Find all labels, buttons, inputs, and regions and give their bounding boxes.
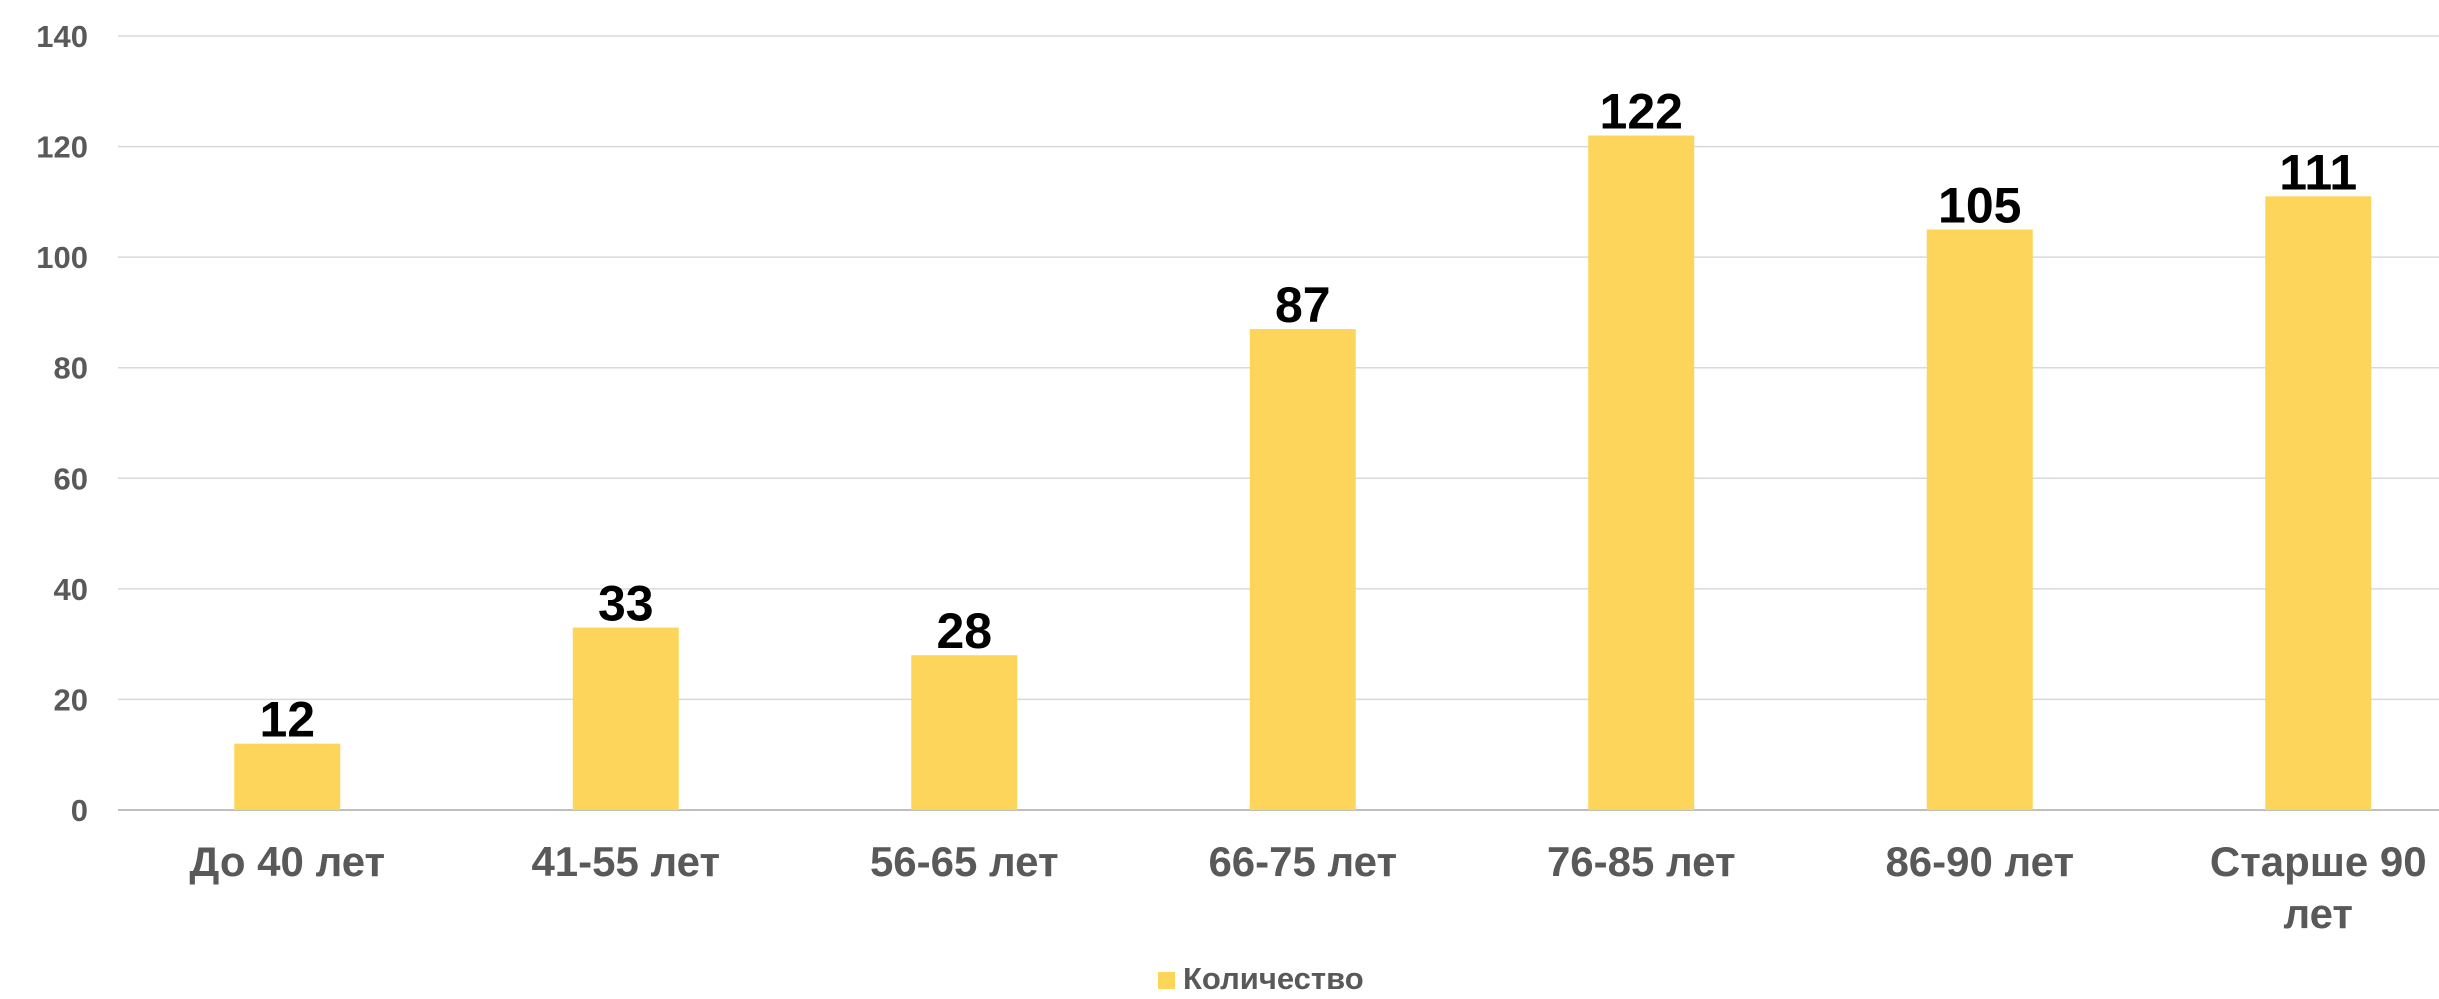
- y-tick-label: 40: [54, 572, 88, 607]
- bars: [234, 135, 2372, 811]
- y-axis-ticks: 0 20 40 60 80 100 120 140: [36, 19, 88, 828]
- data-label: 12: [259, 692, 315, 748]
- bar: [2265, 196, 2372, 811]
- x-tick-label: 66-75 лет: [1208, 838, 1397, 885]
- y-tick-label: 140: [36, 19, 88, 54]
- x-tick-label: 76-85 лет: [1547, 838, 1736, 885]
- bar: [1926, 229, 2033, 810]
- x-tick-label: 86-90 лет: [1885, 838, 2074, 885]
- data-label: 122: [1600, 84, 1683, 140]
- data-labels: 12 33 28 87 122 105 111: [259, 84, 2357, 748]
- data-label: 33: [598, 576, 654, 632]
- bar: [572, 627, 679, 810]
- bar: [234, 743, 341, 810]
- y-tick-label: 80: [54, 351, 88, 386]
- x-tick-label: лет: [2283, 890, 2353, 937]
- data-label: 111: [2279, 144, 2357, 200]
- y-tick-label: 100: [36, 240, 88, 275]
- data-label: 28: [936, 603, 992, 659]
- x-axis-ticks: До 40 лет 41-55 лет 56-65 лет 66-75 лет 76-8…: [189, 838, 2426, 937]
- x-tick-label: Старше 90: [2210, 838, 2427, 885]
- x-tick-label: 41-55 лет: [531, 838, 720, 885]
- y-tick-label: 60: [54, 461, 88, 496]
- bar: [911, 655, 1018, 810]
- legend-label: Количество: [1183, 961, 1364, 994]
- data-label: 87: [1275, 277, 1331, 333]
- y-tick-label: 20: [54, 682, 88, 717]
- legend: Количество: [1158, 961, 1364, 996]
- data-label: 105: [1938, 178, 2021, 234]
- bar: [1588, 135, 1695, 810]
- bar: [1249, 329, 1356, 810]
- y-tick-label: 0: [71, 793, 88, 828]
- legend-swatch: [1158, 972, 1175, 989]
- x-tick-label: До 40 лет: [189, 838, 385, 885]
- x-tick-label: 56-65 лет: [870, 838, 1059, 885]
- y-tick-label: 120: [36, 130, 88, 165]
